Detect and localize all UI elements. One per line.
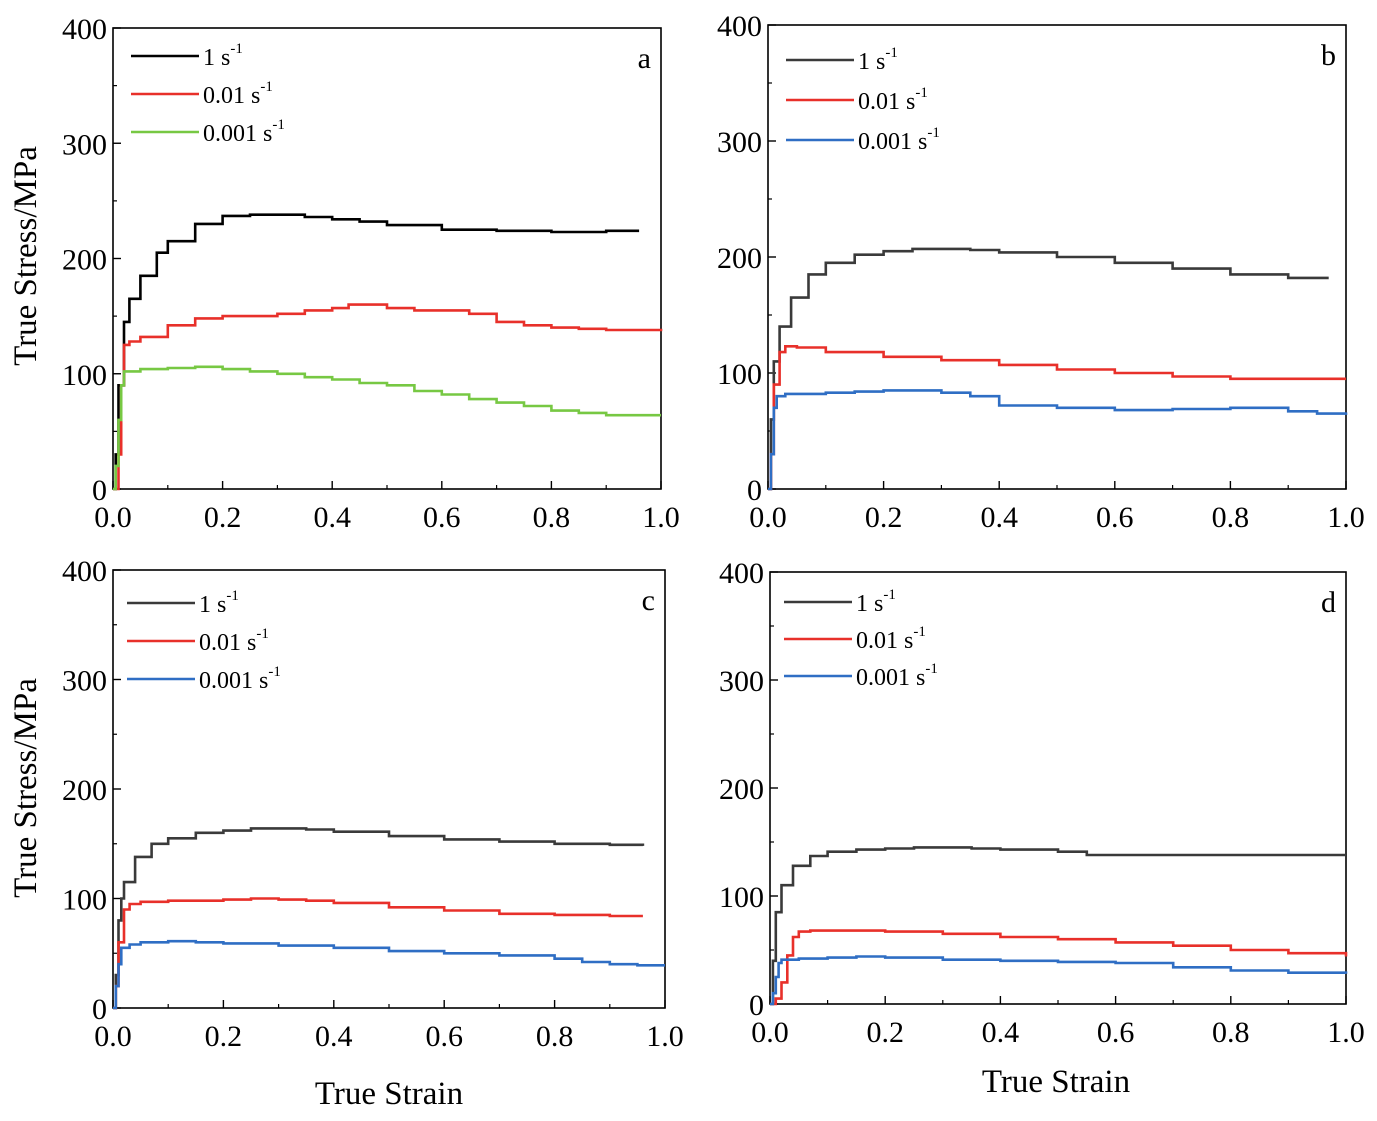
series-line-a-0 <box>113 213 640 491</box>
series-line-b-1 <box>768 345 1346 491</box>
legend-label: 0.01 s-1 <box>858 85 928 115</box>
y-tick-label: 0 <box>747 474 762 507</box>
y-tick-label: 300 <box>62 128 107 161</box>
x-tick-label: 0.4 <box>313 501 351 534</box>
y-tick-label: 100 <box>62 359 107 392</box>
x-tick-label: 0.2 <box>205 1020 243 1053</box>
x-tick-label: 0.0 <box>94 1020 132 1053</box>
y-tick-label: 0 <box>92 474 107 507</box>
x-tick-label: 0.4 <box>982 1016 1020 1049</box>
x-tick-label: 1.0 <box>1327 1016 1365 1049</box>
x-tick-label: 0.4 <box>980 501 1018 534</box>
y-tick-label: 300 <box>62 665 107 698</box>
panel-d: 0.0 0.2 0.4 0.6 0.8 1.0 0 100 200 300 400 1 s-1 0.01… <box>719 557 1365 1049</box>
panel-letter: a <box>638 42 651 75</box>
legend-label: 1 s-1 <box>858 45 898 75</box>
y-tick-label: 0 <box>92 993 107 1026</box>
y-tick-label: 300 <box>719 665 764 698</box>
legend-label: 0.01 s-1 <box>203 79 273 109</box>
x-tick-label: 1.0 <box>646 1020 684 1053</box>
y-tick-label: 200 <box>719 773 764 806</box>
series-line-c-0 <box>113 827 645 1010</box>
x-tick-label: 1.0 <box>642 501 680 534</box>
legend-label: 0.001 s-1 <box>203 117 285 147</box>
x-tick-label: 0.0 <box>94 501 132 534</box>
y-axis-title-bottom: True Stress/MPa <box>8 678 44 898</box>
panel-b: 0.0 0.2 0.4 0.6 0.8 1.0 0 100 200 300 400 1 s-1 0.01… <box>717 10 1365 534</box>
x-tick-label: 0.2 <box>866 1016 904 1049</box>
x-tick-label: 0.2 <box>865 501 903 534</box>
plot-frame <box>112 27 662 490</box>
x-tick-label: 0.6 <box>1097 1016 1135 1049</box>
x-tick-label: 0.8 <box>1212 1016 1250 1049</box>
series-line-a-1 <box>113 303 663 491</box>
x-tick-label: 0.8 <box>536 1020 574 1053</box>
series-line-a-2 <box>113 365 661 491</box>
x-tick-label: 0.0 <box>751 1016 789 1049</box>
legend-label: 0.001 s-1 <box>199 664 281 694</box>
panel-letter: d <box>1321 586 1336 619</box>
legend-label: 1 s-1 <box>856 587 896 617</box>
series-line-d-0 <box>770 846 1346 1006</box>
y-tick-label: 100 <box>62 884 107 917</box>
y-axis-title-top: True Stress/MPa <box>8 146 44 366</box>
legend-label: 1 s-1 <box>203 41 243 71</box>
legend-label: 0.01 s-1 <box>856 624 926 654</box>
series-line-d-2 <box>770 955 1348 1006</box>
x-tick-label: 0.4 <box>315 1020 353 1053</box>
legend-label: 0.001 s-1 <box>858 125 940 155</box>
panel-letter: b <box>1321 39 1336 72</box>
panel-a: 0.0 0.2 0.4 0.6 0.8 1.0 0 100 200 300 400 1 s-1 0.01… <box>62 13 680 534</box>
panel-letter: c <box>642 584 655 617</box>
y-tick-label: 100 <box>717 358 762 391</box>
y-tick-label: 400 <box>719 557 764 590</box>
y-tick-label: 200 <box>717 242 762 275</box>
panel-c: 0.0 0.2 0.4 0.6 0.8 1.0 0 100 200 300 400 1 s-1 0.01… <box>62 555 684 1053</box>
x-axis-title-right: True Strain <box>982 1064 1130 1100</box>
x-tick-label: 0.6 <box>425 1020 463 1053</box>
x-tick-label: 1.0 <box>1327 501 1365 534</box>
series-line-c-1 <box>113 897 643 1010</box>
legend-label: 0.01 s-1 <box>199 626 269 656</box>
y-tick-label: 200 <box>62 244 107 277</box>
legend-label: 1 s-1 <box>199 588 239 618</box>
x-tick-label: 0.8 <box>533 501 571 534</box>
x-tick-label: 0.6 <box>423 501 461 534</box>
x-tick-label: 0.8 <box>1212 501 1250 534</box>
series-line-b-0 <box>768 247 1329 491</box>
series-line-d-1 <box>770 929 1348 1006</box>
y-tick-label: 200 <box>62 774 107 807</box>
y-tick-label: 100 <box>719 881 764 914</box>
series-line-b-2 <box>768 389 1348 491</box>
x-axis-title-left: True Strain <box>315 1076 463 1112</box>
y-tick-label: 400 <box>717 10 762 43</box>
y-tick-label: 300 <box>717 126 762 159</box>
legend-label: 0.001 s-1 <box>856 661 938 691</box>
x-tick-label: 0.6 <box>1096 501 1134 534</box>
y-tick-label: 400 <box>62 555 107 588</box>
series-line-c-2 <box>113 939 665 1010</box>
y-tick-label: 0 <box>749 989 764 1022</box>
x-tick-label: 0.0 <box>749 501 787 534</box>
x-tick-label: 0.2 <box>204 501 242 534</box>
y-tick-label: 400 <box>62 13 107 46</box>
